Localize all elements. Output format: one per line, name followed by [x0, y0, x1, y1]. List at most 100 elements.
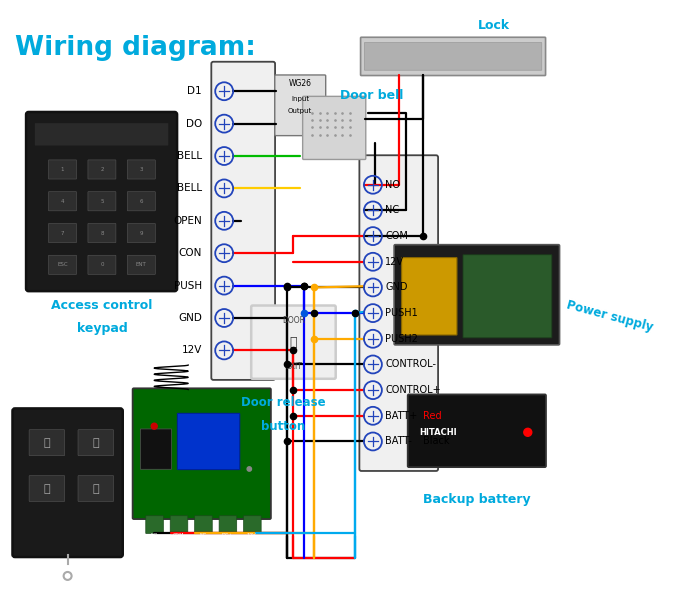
- Text: Input: Input: [291, 96, 310, 102]
- FancyBboxPatch shape: [463, 255, 552, 338]
- Text: BATT-: BATT-: [385, 437, 415, 446]
- FancyBboxPatch shape: [88, 223, 116, 243]
- Text: PUSH2: PUSH2: [385, 334, 418, 344]
- FancyBboxPatch shape: [361, 37, 546, 76]
- Text: 9: 9: [140, 230, 143, 236]
- FancyBboxPatch shape: [88, 255, 116, 274]
- Text: EXIT: EXIT: [285, 362, 302, 371]
- Text: CONTROL-: CONTROL-: [385, 359, 436, 370]
- Text: Lock: Lock: [478, 19, 510, 33]
- Text: 6: 6: [140, 199, 143, 204]
- Text: BELL: BELL: [177, 184, 202, 193]
- Text: Power supply: Power supply: [565, 298, 655, 334]
- Text: PUSH: PUSH: [174, 281, 202, 290]
- Text: BELL: BELL: [177, 151, 202, 161]
- FancyBboxPatch shape: [177, 413, 239, 470]
- Text: 12V: 12V: [181, 346, 202, 356]
- FancyBboxPatch shape: [303, 96, 366, 160]
- FancyBboxPatch shape: [275, 75, 326, 136]
- Text: 2: 2: [100, 167, 104, 172]
- FancyBboxPatch shape: [29, 475, 65, 502]
- FancyBboxPatch shape: [243, 516, 261, 534]
- Text: 7: 7: [61, 230, 64, 236]
- Text: 3: 3: [140, 167, 143, 172]
- Text: NC: NC: [200, 533, 207, 538]
- Text: CON: CON: [179, 248, 202, 258]
- Text: 4: 4: [61, 199, 64, 204]
- FancyBboxPatch shape: [394, 245, 559, 345]
- Text: ⏹: ⏹: [93, 438, 99, 448]
- Text: DC+: DC+: [222, 533, 233, 538]
- FancyBboxPatch shape: [12, 408, 123, 557]
- Text: GND: GND: [178, 313, 202, 323]
- Text: BATT+: BATT+: [385, 411, 421, 421]
- FancyBboxPatch shape: [29, 430, 65, 456]
- Text: Black: Black: [423, 437, 449, 446]
- FancyBboxPatch shape: [48, 160, 76, 179]
- Text: Backup battery: Backup battery: [423, 493, 531, 506]
- Text: Output: Output: [288, 109, 312, 114]
- Circle shape: [247, 467, 252, 471]
- Text: NO: NO: [385, 180, 400, 190]
- FancyBboxPatch shape: [402, 258, 457, 335]
- Text: ENT: ENT: [136, 262, 147, 267]
- FancyBboxPatch shape: [128, 255, 155, 274]
- FancyBboxPatch shape: [128, 223, 155, 243]
- FancyBboxPatch shape: [132, 388, 271, 519]
- FancyBboxPatch shape: [48, 223, 76, 243]
- Text: CONTROL+: CONTROL+: [385, 385, 441, 395]
- Text: 1: 1: [61, 167, 64, 172]
- Text: DOOR: DOOR: [282, 316, 305, 325]
- FancyBboxPatch shape: [88, 192, 116, 211]
- FancyBboxPatch shape: [78, 430, 114, 456]
- Text: Door release: Door release: [241, 397, 325, 410]
- FancyBboxPatch shape: [128, 192, 155, 211]
- Text: ⏺: ⏺: [93, 484, 99, 494]
- FancyBboxPatch shape: [251, 306, 336, 379]
- Text: Access control: Access control: [51, 299, 153, 313]
- Text: NC: NC: [385, 206, 399, 216]
- FancyBboxPatch shape: [364, 42, 542, 70]
- Text: HITACHI: HITACHI: [419, 428, 457, 437]
- Text: button: button: [261, 420, 306, 433]
- FancyBboxPatch shape: [48, 192, 76, 211]
- Text: 5: 5: [100, 199, 104, 204]
- Text: Red: Red: [423, 411, 441, 421]
- Text: DO: DO: [186, 119, 202, 129]
- Text: OPEN: OPEN: [173, 216, 202, 226]
- Text: ESC: ESC: [57, 262, 68, 267]
- Text: WG26: WG26: [288, 79, 312, 88]
- Text: COM: COM: [385, 231, 408, 241]
- Text: PUSH1: PUSH1: [385, 308, 418, 318]
- FancyBboxPatch shape: [194, 516, 212, 534]
- Text: ⚿: ⚿: [290, 336, 297, 349]
- FancyBboxPatch shape: [35, 123, 168, 146]
- Text: 12V-: 12V-: [246, 533, 258, 538]
- Circle shape: [524, 429, 532, 437]
- FancyBboxPatch shape: [140, 429, 171, 469]
- FancyBboxPatch shape: [26, 112, 177, 291]
- Text: ⏸: ⏸: [44, 438, 50, 448]
- Text: 8: 8: [100, 230, 104, 236]
- FancyBboxPatch shape: [170, 516, 188, 534]
- FancyBboxPatch shape: [88, 160, 116, 179]
- FancyBboxPatch shape: [408, 394, 546, 467]
- Text: ⏵: ⏵: [44, 484, 50, 494]
- FancyBboxPatch shape: [78, 475, 114, 502]
- Text: 0: 0: [100, 262, 104, 267]
- Text: COM: COM: [173, 533, 184, 538]
- Text: Wiring diagram:: Wiring diagram:: [15, 35, 256, 61]
- FancyBboxPatch shape: [48, 255, 76, 274]
- Text: Door bell: Door bell: [340, 89, 403, 102]
- Text: 12V: 12V: [385, 257, 404, 266]
- FancyBboxPatch shape: [128, 160, 155, 179]
- Text: keypad: keypad: [76, 322, 128, 335]
- FancyBboxPatch shape: [359, 155, 438, 471]
- Text: GND: GND: [385, 282, 408, 292]
- Circle shape: [151, 423, 158, 429]
- Text: NO: NO: [151, 533, 158, 538]
- FancyBboxPatch shape: [211, 62, 275, 380]
- FancyBboxPatch shape: [219, 516, 237, 534]
- Text: D1: D1: [187, 86, 202, 96]
- FancyBboxPatch shape: [146, 516, 164, 534]
